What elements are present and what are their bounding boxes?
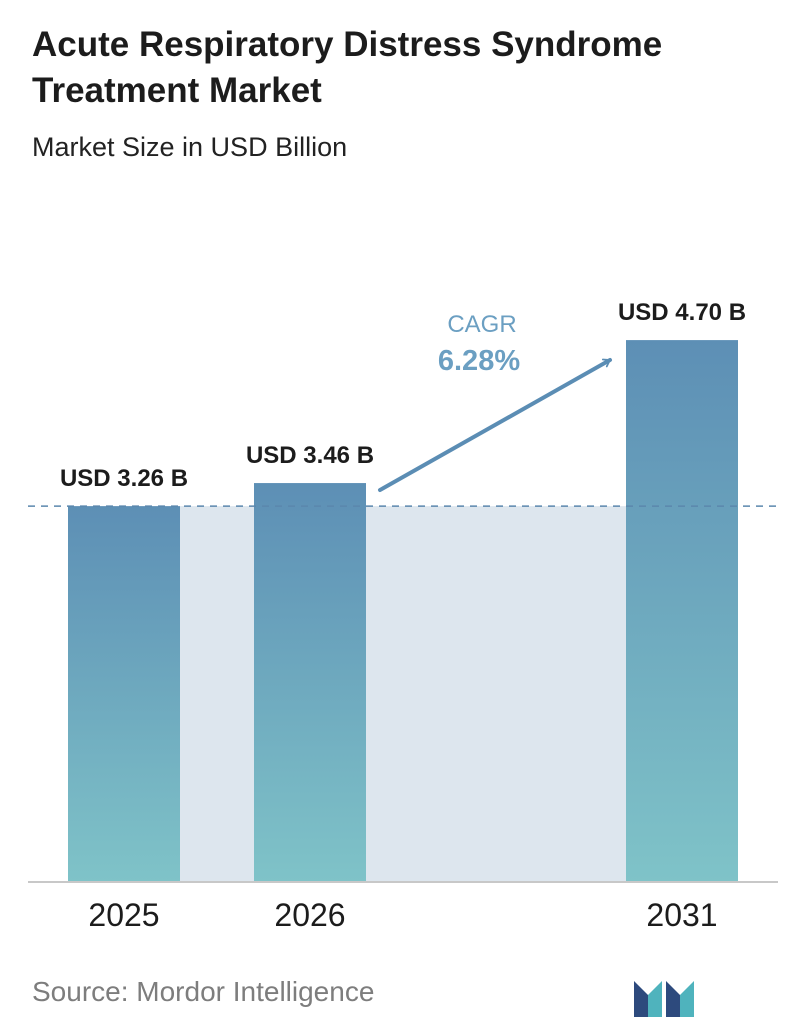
x-tick-label: 2025 (88, 897, 159, 933)
cagr-label: CAGR (447, 311, 516, 338)
bar-2031 (626, 340, 738, 883)
value-label: USD 3.46 B (246, 442, 374, 469)
source-text: Source: Mordor Intelligence (32, 976, 375, 1007)
x-tick-label: 2031 (646, 897, 717, 933)
cagr-value: 6.28% (438, 345, 520, 377)
chart-title: Acute Respiratory Distress Syndrome Trea… (32, 25, 663, 110)
value-label: USD 3.26 B (60, 465, 188, 492)
band-area (180, 506, 254, 882)
band-area (366, 506, 626, 882)
mordor-logo-icon (634, 981, 694, 1017)
chart-subtitle: Market Size in USD Billion (32, 132, 348, 162)
bar-2026 (254, 483, 366, 882)
bar-2025 (68, 506, 180, 882)
value-label: USD 4.70 B (618, 299, 746, 326)
x-tick-label: 2026 (274, 897, 345, 933)
cagr-arrow (378, 358, 612, 492)
